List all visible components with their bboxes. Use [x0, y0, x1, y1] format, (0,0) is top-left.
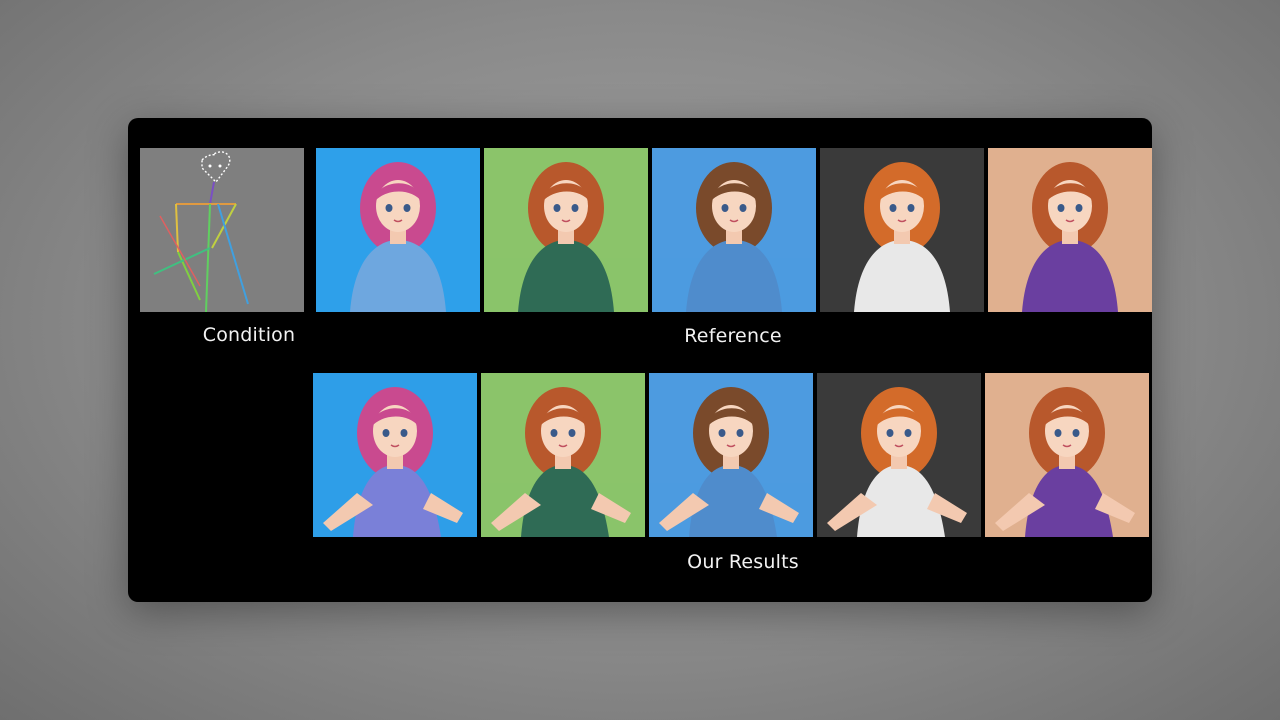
figure-panel: Condition Reference Our Results: [128, 118, 1152, 602]
reference-caption: Reference: [684, 325, 782, 347]
girl-brown-hair-blue-top-sky-image: [652, 148, 816, 312]
condition-caption: Condition: [202, 324, 296, 346]
result-green-dress-pose-image: [481, 373, 645, 537]
result-blue-top-pose-image: [649, 373, 813, 537]
girl-orange-hair-white-top-image: [820, 148, 984, 312]
results-caption: Our Results: [687, 551, 799, 573]
fox-girl-green-dress-field-image: [484, 148, 648, 312]
result-purple-top-pose-image: [985, 373, 1149, 537]
result-blue-pink-hair-pose-image: [313, 373, 477, 537]
girl-blue-pink-hair-sweater-image: [316, 148, 480, 312]
result-white-top-pose-image: [817, 373, 981, 537]
pose-condition-image: [140, 148, 304, 312]
fox-girl-purple-top-image: [988, 148, 1152, 312]
